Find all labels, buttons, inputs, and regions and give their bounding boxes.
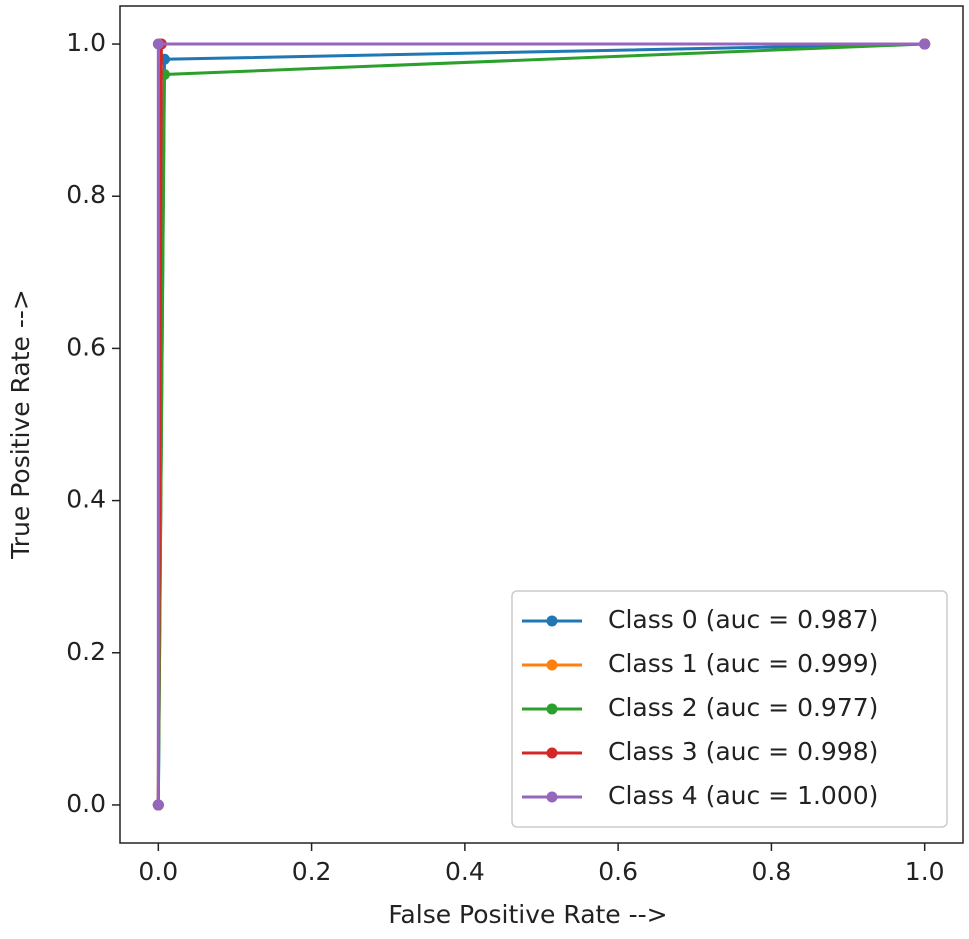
roc-point [919,38,931,50]
x-axis-label: False Positive Rate --> [388,900,667,929]
y-tick-label: 0.6 [66,332,106,361]
x-tick-label: 0.4 [445,857,485,886]
legend-marker [546,659,558,671]
roc-point [152,799,164,811]
legend-marker [546,615,558,627]
legend-marker [546,791,558,803]
x-tick-label: 0.2 [292,857,332,886]
legend-marker [546,703,558,715]
x-tick-label: 0.8 [752,857,792,886]
x-tick-label: 0.0 [138,857,178,886]
y-tick-label: 0.8 [66,180,106,209]
y-tick-label: 0.4 [66,485,106,514]
plot-frame [119,5,964,844]
legend-marker [546,747,558,759]
y-tick-label: 1.0 [66,28,106,57]
roc-point [152,38,164,50]
x-tick-label: 0.6 [598,857,638,886]
legend-label: Class 3 (auc = 0.998) [608,737,878,766]
legend-label: Class 0 (auc = 0.987) [608,605,878,634]
y-tick-label: 0.2 [66,637,106,666]
legend-label: Class 2 (auc = 0.977) [608,693,878,722]
x-tick-label: 1.0 [905,857,945,886]
legend-label: Class 4 (auc = 1.000) [608,781,878,810]
y-axis-label: True Positive Rate --> [6,289,35,560]
y-tick-label: 0.0 [66,789,106,818]
legend-box [511,590,948,828]
legend-label: Class 1 (auc = 0.999) [608,649,878,678]
